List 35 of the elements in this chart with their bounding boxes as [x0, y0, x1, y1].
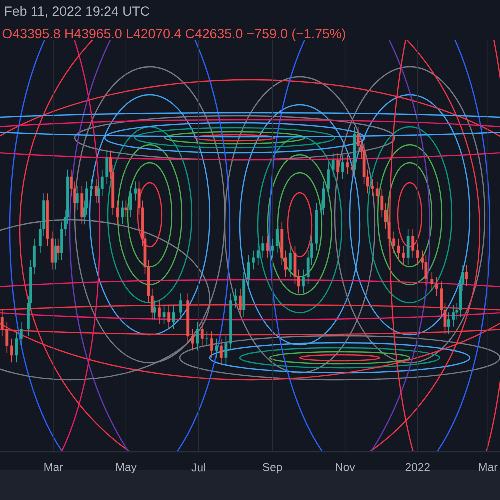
candlestick: [172, 305, 176, 330]
candlestick: [54, 238, 58, 270]
candlestick: [215, 338, 218, 358]
x-tick-label: Jul: [192, 463, 206, 472]
candlestick: [153, 300, 156, 320]
x-tick-label: May: [116, 463, 137, 474]
chart-subtitle: O43395.8 H43965.0 L42070.4 C42635.0 −759.0 (−1.75%): [2, 28, 346, 42]
candlestick: [356, 126, 360, 154]
candlestick: [162, 305, 166, 325]
candlestick: [121, 200, 124, 225]
candlestick: [465, 264, 468, 287]
candlestick: [158, 300, 161, 325]
candlestick: [168, 305, 170, 330]
candlestick: [239, 288, 242, 318]
x-tick-label: Sep: [263, 463, 282, 474]
candlestick: [220, 338, 223, 366]
candlestick: [424, 255, 428, 287]
candlestick: [76, 186, 79, 211]
candlestick: [289, 246, 292, 278]
candlestick: [266, 236, 270, 258]
candlestick: [210, 331, 214, 358]
x-tick-label: Nov: [336, 463, 356, 472]
x-tick-label: 2022: [406, 463, 430, 472]
x-tick-label: Mar: [479, 463, 498, 472]
candlestick: [196, 322, 200, 352]
x-tick-label: Mar: [44, 463, 64, 472]
candlestick: [406, 228, 410, 266]
chart-title: Feb 11, 2022 19:24 UTC: [5, 6, 150, 18]
candlestick: [56, 238, 60, 261]
candlestick: [336, 152, 340, 180]
candlestick: [341, 155, 344, 180]
candlestick: [124, 200, 128, 218]
candlestick: [200, 322, 204, 346]
candlestick: [180, 293, 182, 320]
candlestick: [346, 155, 350, 175]
